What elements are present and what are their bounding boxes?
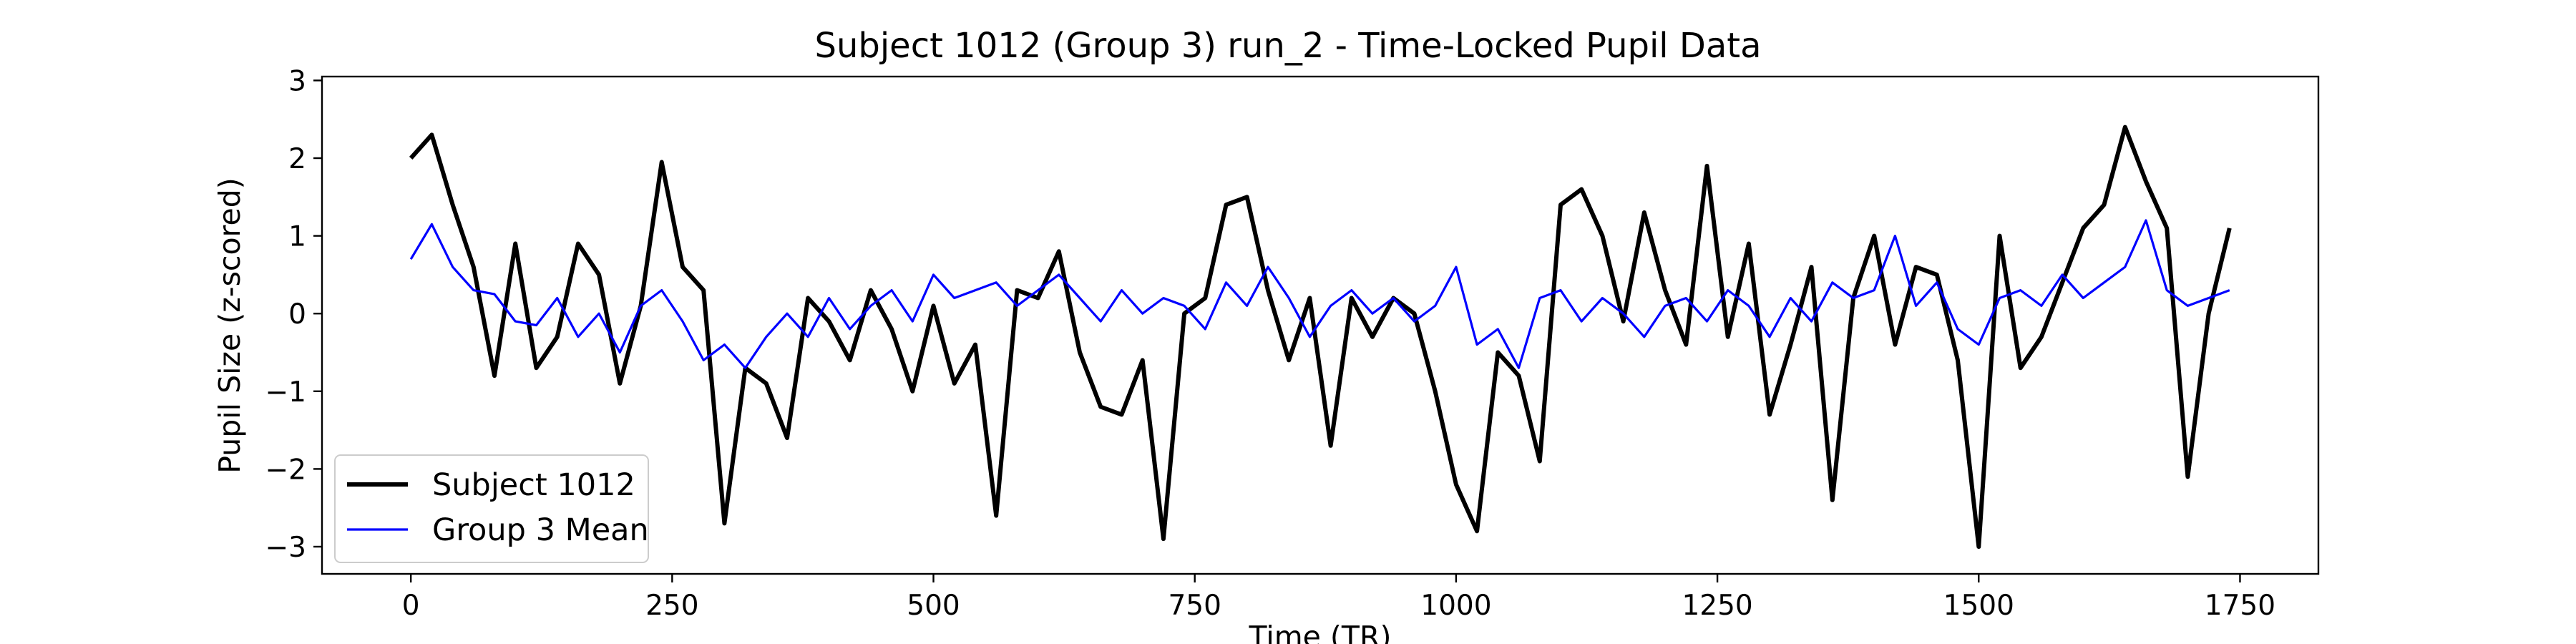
x-tick-label: 500 (907, 590, 960, 622)
y-tick-label: −1 (265, 376, 307, 409)
x-tick-label: 1250 (1682, 590, 1752, 622)
series-line-group-3-mean (409, 219, 2230, 369)
legend-box (334, 454, 649, 563)
y-tick-label: 0 (288, 298, 306, 331)
y-tick-label: −3 (265, 532, 307, 564)
y-tick-label: 1 (288, 221, 306, 253)
y-tick-label: 3 (288, 65, 306, 97)
x-tick-label: 750 (1168, 590, 1221, 622)
y-tick-label: −2 (265, 454, 307, 486)
x-tick-label: 1750 (2205, 590, 2275, 622)
legend: Subject 1012 Group 3 Mean (334, 454, 649, 563)
plot-lines (409, 125, 2232, 549)
x-tick-label: 250 (645, 590, 698, 622)
chart-title: Subject 1012 (Group 3) run_2 - Time-Lock… (814, 26, 1761, 66)
y-axis-label: Pupil Size (z-scored) (213, 177, 247, 474)
x-tick-label: 1500 (1943, 590, 2014, 622)
x-axis-label: Time (TR) (1249, 620, 1392, 644)
x-axis: 0 250 500 750 1000 1250 1500 1750 (402, 574, 2275, 622)
legend-label-subject-1012: Subject 1012 (432, 467, 635, 503)
y-axis: −3 −2 −1 0 1 2 3 (265, 65, 322, 564)
plot-frame (321, 75, 2320, 575)
x-tick-label: 1000 (1420, 590, 1491, 622)
y-tick-label: 2 (288, 143, 306, 175)
x-tick-label: 0 (402, 590, 420, 622)
series-line-subject-1012 (409, 125, 2232, 549)
legend-label-group-3-mean: Group 3 Mean (432, 512, 649, 548)
